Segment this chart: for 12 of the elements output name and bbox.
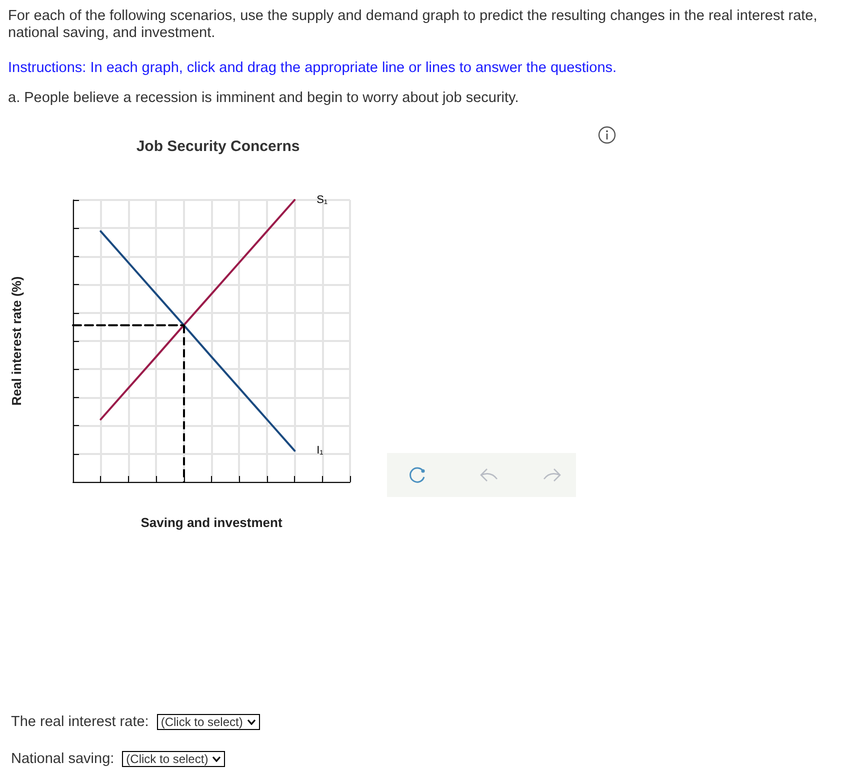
text: Instructions: In each graph, click and drag the appropriate line or lines to answer the questions. [8, 60, 618, 76]
text: For each of the following scenarios, use the supply and demand graph to predict the resulting changes in the real interest rate, national saving, and investment. [8, 8, 818, 42]
text: (Click to select) [122, 751, 226, 767]
x-axis-title: Saving and investment [140, 515, 283, 530]
chart-title: Job Security Concerns [136, 138, 300, 155]
text: a. People believe a recession is imminent and begin to worry about job security. [8, 90, 520, 106]
series-label: S₁ [316, 194, 328, 206]
text: National saving: [11, 751, 114, 767]
text: (Click to select) [156, 714, 260, 730]
text: The real interest rate: [11, 714, 149, 730]
series-label: I₁ [316, 444, 324, 457]
y-axis-title: Real interest rate (%) [9, 276, 24, 406]
